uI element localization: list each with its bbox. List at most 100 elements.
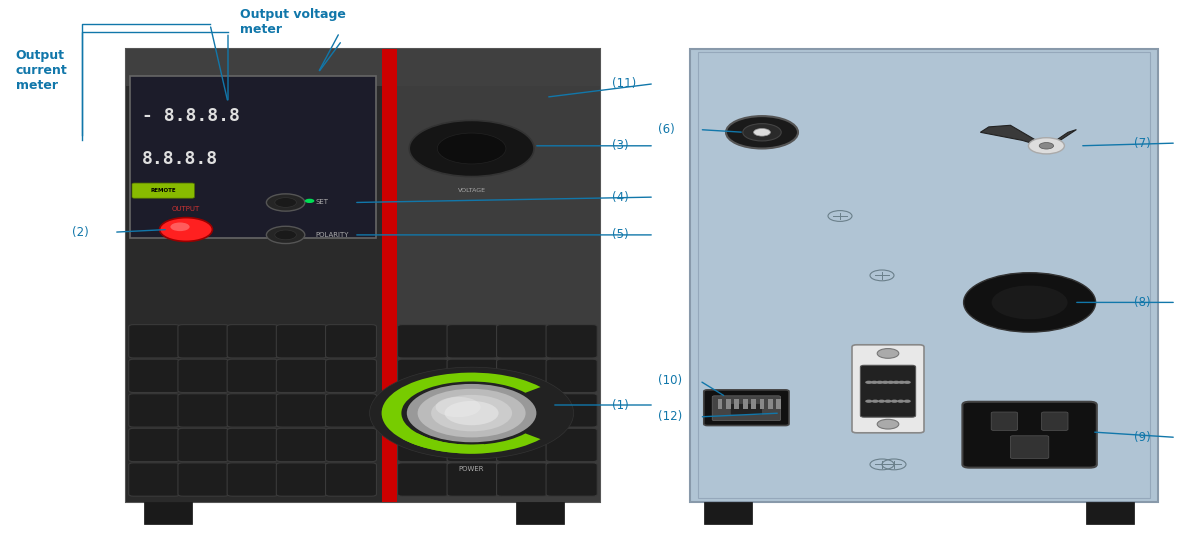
FancyBboxPatch shape xyxy=(325,394,377,427)
Circle shape xyxy=(170,222,190,231)
Circle shape xyxy=(407,384,536,442)
Circle shape xyxy=(877,349,899,359)
FancyBboxPatch shape xyxy=(178,394,229,427)
FancyBboxPatch shape xyxy=(276,359,328,393)
Bar xyxy=(690,49,1158,502)
FancyBboxPatch shape xyxy=(325,325,377,358)
Circle shape xyxy=(893,381,900,384)
Bar xyxy=(726,399,731,409)
FancyBboxPatch shape xyxy=(397,394,449,427)
Bar xyxy=(734,399,739,409)
FancyBboxPatch shape xyxy=(132,183,194,198)
Circle shape xyxy=(991,285,1068,320)
Circle shape xyxy=(1028,138,1064,154)
FancyBboxPatch shape xyxy=(448,325,498,358)
Circle shape xyxy=(370,367,574,459)
FancyBboxPatch shape xyxy=(276,428,328,462)
Text: SET: SET xyxy=(316,199,329,206)
FancyBboxPatch shape xyxy=(448,463,498,496)
Text: (9): (9) xyxy=(1134,431,1151,444)
FancyBboxPatch shape xyxy=(397,359,449,393)
Wedge shape xyxy=(403,434,487,454)
FancyBboxPatch shape xyxy=(713,396,781,421)
Bar xyxy=(751,399,756,409)
Circle shape xyxy=(275,230,296,240)
FancyBboxPatch shape xyxy=(852,345,924,433)
FancyBboxPatch shape xyxy=(497,428,547,462)
FancyBboxPatch shape xyxy=(128,325,180,358)
Bar xyxy=(126,86,382,502)
Circle shape xyxy=(878,400,886,403)
Circle shape xyxy=(726,116,798,148)
FancyBboxPatch shape xyxy=(397,428,449,462)
FancyBboxPatch shape xyxy=(276,325,328,358)
Circle shape xyxy=(898,381,905,384)
Text: - 8.8.8.8: - 8.8.8.8 xyxy=(142,107,240,125)
FancyBboxPatch shape xyxy=(227,428,278,462)
Wedge shape xyxy=(382,373,540,454)
Text: POLARITY: POLARITY xyxy=(316,232,349,238)
Text: (2): (2) xyxy=(72,226,89,239)
FancyBboxPatch shape xyxy=(704,390,790,426)
FancyBboxPatch shape xyxy=(276,463,328,496)
Circle shape xyxy=(160,218,212,241)
FancyBboxPatch shape xyxy=(546,463,598,496)
Circle shape xyxy=(409,120,534,177)
Bar xyxy=(768,399,773,409)
Bar xyxy=(144,502,192,524)
Bar xyxy=(760,399,764,409)
Text: (11): (11) xyxy=(612,77,636,90)
Circle shape xyxy=(431,395,512,431)
FancyBboxPatch shape xyxy=(276,394,328,427)
Bar xyxy=(126,49,600,86)
Circle shape xyxy=(437,133,506,164)
Circle shape xyxy=(904,400,911,403)
Bar xyxy=(126,49,600,502)
FancyBboxPatch shape xyxy=(325,359,377,393)
FancyBboxPatch shape xyxy=(497,463,547,496)
FancyBboxPatch shape xyxy=(325,463,377,496)
FancyBboxPatch shape xyxy=(397,325,449,358)
FancyBboxPatch shape xyxy=(497,325,547,358)
Bar xyxy=(397,86,600,502)
FancyBboxPatch shape xyxy=(546,394,598,427)
Text: (3): (3) xyxy=(612,139,629,152)
Text: (12): (12) xyxy=(658,410,682,423)
Bar xyxy=(718,399,722,409)
Polygon shape xyxy=(980,125,1076,146)
FancyBboxPatch shape xyxy=(178,428,229,462)
FancyBboxPatch shape xyxy=(128,428,180,462)
FancyBboxPatch shape xyxy=(546,428,598,462)
FancyBboxPatch shape xyxy=(962,402,1097,468)
Bar xyxy=(516,502,564,524)
FancyBboxPatch shape xyxy=(397,463,449,496)
FancyBboxPatch shape xyxy=(1010,436,1049,458)
Text: (4): (4) xyxy=(612,191,629,204)
Bar xyxy=(1086,502,1134,524)
Text: 8.8.8.8: 8.8.8.8 xyxy=(142,150,217,168)
Bar xyxy=(743,399,748,409)
Circle shape xyxy=(882,381,889,384)
Text: POWER: POWER xyxy=(458,465,485,472)
Circle shape xyxy=(754,129,770,136)
FancyBboxPatch shape xyxy=(178,359,229,393)
FancyBboxPatch shape xyxy=(1042,412,1068,430)
FancyBboxPatch shape xyxy=(227,463,278,496)
Circle shape xyxy=(904,381,911,384)
FancyBboxPatch shape xyxy=(497,394,547,427)
Circle shape xyxy=(890,400,898,403)
Text: (10): (10) xyxy=(658,374,682,387)
Circle shape xyxy=(865,381,872,384)
Circle shape xyxy=(871,381,878,384)
Circle shape xyxy=(436,397,480,417)
Text: OUTPUT: OUTPUT xyxy=(172,206,200,212)
Text: (8): (8) xyxy=(1134,296,1151,309)
Bar xyxy=(698,52,1150,498)
Circle shape xyxy=(964,273,1096,332)
Bar xyxy=(704,502,752,524)
Text: VOLTAGE: VOLTAGE xyxy=(457,187,486,193)
Bar xyxy=(776,399,781,409)
FancyBboxPatch shape xyxy=(227,359,278,393)
Text: Output
current
meter: Output current meter xyxy=(16,49,67,92)
Circle shape xyxy=(865,400,872,403)
